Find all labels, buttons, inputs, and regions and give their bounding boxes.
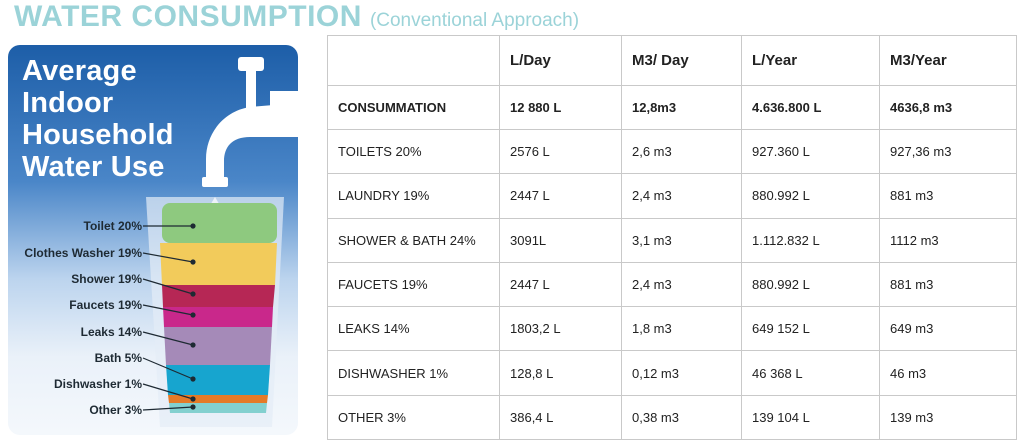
table-cell: 139 104 L (741, 394, 880, 441)
table-cell: 139 m3 (879, 394, 1017, 441)
table-cell: 12,8m3 (621, 84, 742, 131)
table-row: TOILETS 20% 2576 L 2,6 m3 927.360 L 927,… (327, 129, 1017, 175)
table-cell: 1803,2 L (499, 306, 622, 352)
table-cell: 4636,8 m3 (879, 84, 1017, 131)
table-cell: 1112 m3 (879, 217, 1017, 263)
table-cell: 0,12 m3 (621, 350, 742, 396)
table-row: CONSUMMATION 12 880 L 12,8m3 4.636.800 L… (327, 84, 1017, 131)
infographic-label: Dishwasher 1% (53, 377, 142, 391)
table-cell: LAUNDRY 19% (327, 173, 500, 219)
header-cell (327, 35, 500, 86)
table-cell: 927.360 L (741, 129, 880, 175)
table-cell: LEAKS 14% (327, 306, 500, 352)
header-cell: L/Year (741, 35, 880, 86)
table-cell: 386,4 L (499, 394, 622, 441)
table-cell: 2,4 m3 (621, 173, 742, 219)
table-cell: CONSUMMATION (327, 84, 500, 131)
infographic-label: Other 3% (89, 403, 142, 417)
title-main: WATER CONSUMPTION (14, 0, 362, 33)
segment-clothes-washer (160, 243, 277, 285)
table-cell: 880.992 L (741, 173, 880, 219)
table-cell: 1,8 m3 (621, 306, 742, 352)
table-cell: 2576 L (499, 129, 622, 175)
infographic-title: Average Indoor Household Water Use (22, 55, 202, 183)
table-cell: 881 m3 (879, 261, 1017, 308)
page-title: WATER CONSUMPTION (Conventional Approach) (14, 0, 580, 33)
infographic-label: Bath 5% (94, 351, 142, 365)
table-cell: 1.112.832 L (741, 217, 880, 263)
water-use-infographic: Average Indoor Household Water Use (8, 45, 298, 435)
infographic-label: Leaks 14% (80, 325, 142, 339)
table-row: LEAKS 14% 1803,2 L 1,8 m3 649 152 L 649 … (327, 306, 1017, 352)
table-cell: TOILETS 20% (327, 129, 500, 175)
header-cell: M3/Year (879, 35, 1017, 86)
table-cell: 46 368 L (741, 350, 880, 396)
segment-toilet (162, 203, 277, 243)
segment-leaks (164, 327, 272, 365)
table-header-row: L/Day M3/ Day L/Year M3/Year (327, 35, 1017, 86)
infographic-title-line: Water Use (22, 151, 165, 183)
table-cell: 927,36 m3 (879, 129, 1017, 175)
table-cell: 2447 L (499, 261, 622, 308)
table-row: LAUNDRY 19% 2447 L 2,4 m3 880.992 L 881 … (327, 173, 1017, 219)
water-consumption-table: L/Day M3/ Day L/Year M3/Year CONSUMMATIO… (327, 35, 1017, 441)
table-cell: DISHWASHER 1% (327, 350, 500, 396)
header-cell: L/Day (499, 35, 622, 86)
table-cell: 649 m3 (879, 306, 1017, 352)
table-cell: 4.636.800 L (741, 84, 880, 131)
table-row: OTHER 3% 386,4 L 0,38 m3 139 104 L 139 m… (327, 394, 1017, 441)
header-cell: M3/ Day (621, 35, 742, 86)
table-cell: 12 880 L (499, 84, 622, 131)
infographic-label: Clothes Washer 19% (24, 246, 142, 260)
table-cell: OTHER 3% (327, 394, 500, 441)
segment-bath (166, 365, 270, 395)
table-row: FAUCETS 19% 2447 L 2,4 m3 880.992 L 881 … (327, 261, 1017, 308)
table-cell: 880.992 L (741, 261, 880, 308)
table-row: SHOWER & BATH 24% 3091L 3,1 m3 1.112.832… (327, 217, 1017, 263)
table-row: DISHWASHER 1% 128,8 L 0,12 m3 46 368 L 4… (327, 350, 1017, 396)
infographic-label: Shower 19% (71, 272, 142, 286)
table-cell: 649 152 L (741, 306, 880, 352)
table-cell: 3,1 m3 (621, 217, 742, 263)
table-cell: 2,4 m3 (621, 261, 742, 308)
table-cell: 3091L (499, 217, 622, 263)
table-cell: 881 m3 (879, 173, 1017, 219)
table-cell: 46 m3 (879, 350, 1017, 396)
water-glass (142, 197, 284, 427)
table-cell: 2,6 m3 (621, 129, 742, 175)
infographic-title-line: Indoor (22, 87, 114, 119)
segment-faucets (163, 307, 273, 327)
table-cell: 2447 L (499, 173, 622, 219)
infographic-label: Faucets 19% (69, 298, 142, 312)
infographic-title-line: Average (22, 55, 137, 87)
table-cell: 128,8 L (499, 350, 622, 396)
table-cell: SHOWER & BATH 24% (327, 217, 500, 263)
table-cell: 0,38 m3 (621, 394, 742, 441)
infographic-title-line: Household (22, 119, 174, 151)
table-cell: FAUCETS 19% (327, 261, 500, 308)
title-subtitle: (Conventional Approach) (369, 10, 580, 31)
infographic-label: Toilet 20% (83, 219, 142, 233)
segment-shower (162, 285, 275, 307)
